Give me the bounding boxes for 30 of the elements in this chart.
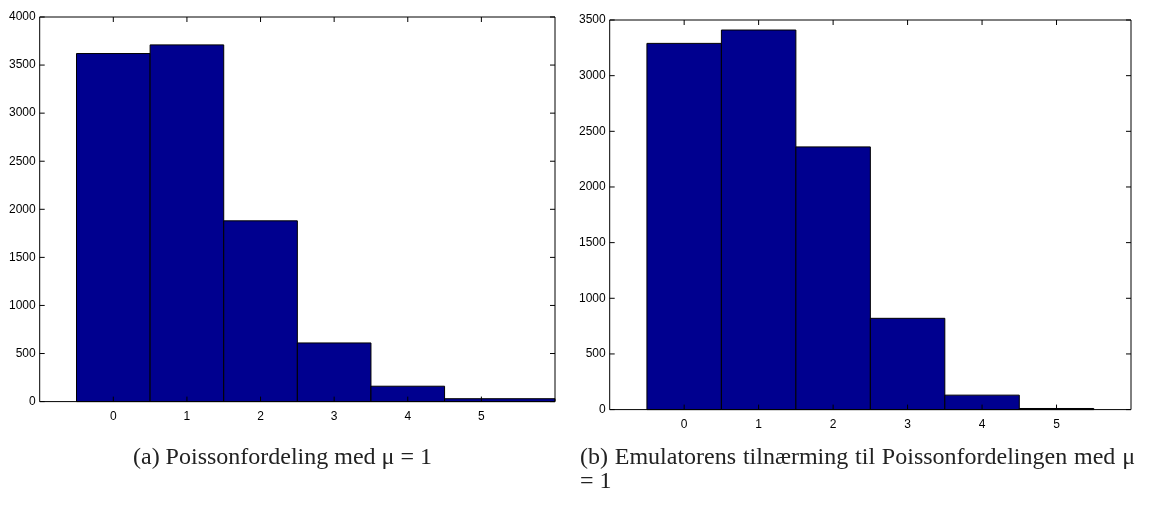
y-tick-label: 3500 (578, 12, 607, 27)
x-tick-label: 0 (109, 409, 117, 424)
y-tick-label: 1500 (578, 234, 607, 249)
x-tick-label: 3 (330, 409, 338, 424)
y-tick-label: 3500 (8, 57, 37, 72)
x-tick-label: 2 (829, 417, 837, 432)
y-tick-label: 2000 (578, 179, 607, 194)
x-tick-label: 4 (404, 409, 412, 424)
text: (a) Poissonfordeling med μ = 1 (132, 443, 433, 469)
x-tick-label: 5 (478, 409, 486, 424)
y-tick-label: 2000 (8, 201, 37, 216)
y-tick-label: 2500 (8, 153, 37, 168)
y-tick-label: 0 (29, 393, 37, 408)
x-tick-label: 1 (183, 409, 191, 424)
y-tick-label: 3000 (8, 105, 37, 120)
x-tick-label: 1 (755, 417, 763, 432)
y-tick-label: 1000 (8, 297, 37, 312)
text: (b) Emulatorens tilnærming til Poissonfordelingen med μ = 1 (580, 443, 1135, 493)
y-tick-label: 2500 (578, 123, 607, 138)
y-tick-label: 500 (585, 346, 607, 361)
y-tick-label: 4000 (8, 9, 37, 24)
y-tick-label: 3000 (578, 67, 607, 82)
x-tick-label: 5 (1053, 417, 1061, 432)
x-tick-label: 4 (978, 417, 986, 432)
y-tick-label: 500 (15, 345, 37, 360)
y-tick-label: 1500 (8, 249, 37, 264)
x-tick-label: 2 (257, 409, 265, 424)
x-tick-label: 0 (680, 417, 688, 432)
y-tick-label: 1000 (578, 290, 607, 305)
x-tick-label: 3 (904, 417, 912, 432)
